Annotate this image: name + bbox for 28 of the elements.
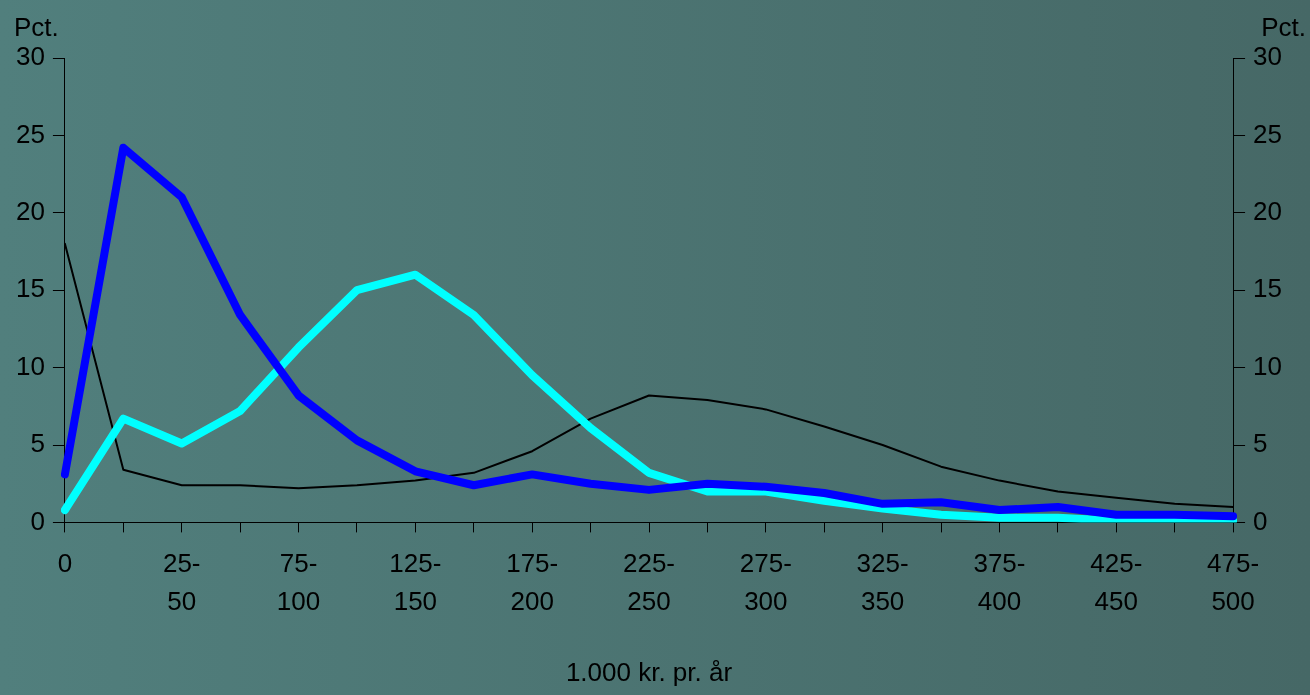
- y2-axis-title: Pct.: [1261, 12, 1306, 43]
- y2-tick-label: 0: [1253, 505, 1268, 536]
- y2-tick-label: 30: [1253, 41, 1282, 72]
- y2-tick-label: 5: [1253, 428, 1268, 459]
- y-tick-label: 20: [16, 195, 45, 226]
- y-tick-label: 15: [16, 273, 45, 304]
- x-tick-label: 425-450: [1090, 548, 1143, 617]
- y2-tick-label: 15: [1253, 273, 1282, 304]
- x-tick-label: 125-150: [389, 548, 442, 617]
- x-tick-label: 175-200: [506, 548, 559, 617]
- y2-tick-label: 25: [1253, 118, 1282, 149]
- y2-tick-label: 20: [1253, 195, 1282, 226]
- x-tick-label: 75-100: [276, 548, 321, 617]
- x-tick-label: 275-300: [739, 548, 792, 617]
- y-tick-label: 5: [30, 428, 45, 459]
- x-axis-title: 1.000 kr. pr. år: [565, 656, 733, 687]
- y2-tick-label: 10: [1253, 350, 1282, 381]
- y-tick-label: 10: [16, 350, 45, 381]
- x-tick-label: 25-50: [162, 548, 201, 617]
- y-tick-label: 25: [16, 118, 45, 149]
- x-tick-label: 375-400: [973, 548, 1026, 617]
- x-tick-label: 325-350: [856, 548, 909, 617]
- y-tick-label: 0: [30, 505, 45, 536]
- y-axis-title: Pct.: [14, 12, 59, 43]
- x-tick-label: 475-500: [1207, 548, 1260, 617]
- x-tick-label: 0: [57, 548, 73, 579]
- y-tick-label: 30: [16, 41, 45, 72]
- x-tick-label: 225-250: [622, 548, 676, 617]
